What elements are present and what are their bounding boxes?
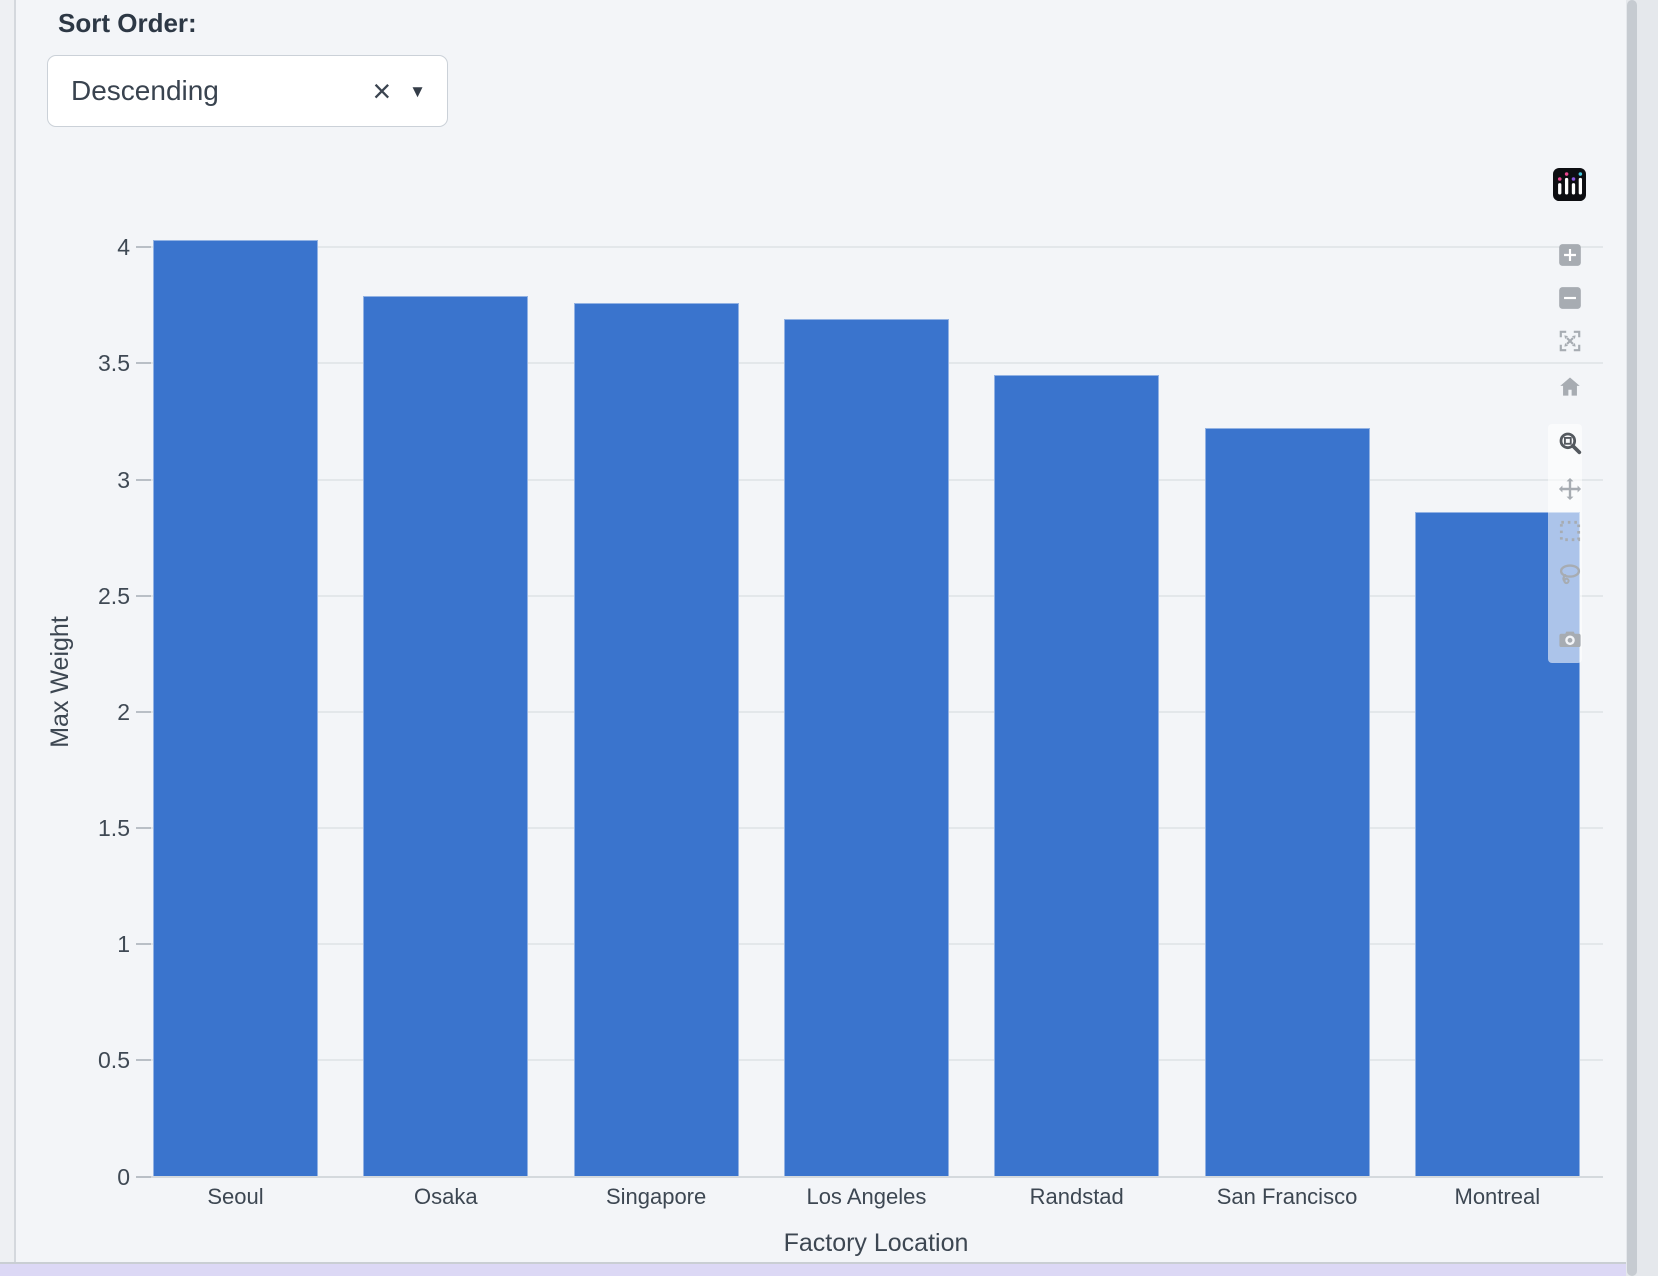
y-tick-mark <box>136 827 151 830</box>
bottom-accent-strip <box>0 1264 1658 1276</box>
modebar-zoom-button[interactable] <box>1555 428 1585 458</box>
vertical-scrollbar[interactable] <box>1626 0 1658 1276</box>
y-tick-label: 2.5 <box>98 582 130 609</box>
reset-axes-home-icon <box>1557 374 1583 400</box>
x-tick-label: Randstad <box>1029 1184 1124 1209</box>
x-tick-label: Montreal <box>1454 1184 1541 1209</box>
modebar-pan-button[interactable] <box>1555 474 1585 504</box>
x-axis-zeroline <box>151 1175 1603 1178</box>
y-tick-label: 3.5 <box>98 350 130 377</box>
y-tick-mark <box>136 943 151 946</box>
y-tick-label: 0.5 <box>98 1047 130 1074</box>
bar-seoul[interactable] <box>153 240 318 1177</box>
bar-los-angeles[interactable] <box>783 319 949 1177</box>
modebar-box-select-button[interactable] <box>1555 516 1585 546</box>
y-tick-label: 1 <box>117 931 130 958</box>
plotly-logo-icon[interactable] <box>1553 168 1586 201</box>
x-tick-label: Singapore <box>605 1184 707 1209</box>
y-tick-label: 4 <box>117 234 130 261</box>
x-tick-label: San Francisco <box>1216 1184 1358 1209</box>
gridline <box>151 246 1603 249</box>
y-tick-mark <box>136 1059 151 1062</box>
x-axis-title: Factory Location <box>783 1229 969 1257</box>
y-tick-mark <box>136 362 151 365</box>
bar-san-francisco[interactable] <box>1204 428 1370 1177</box>
y-axis-title: Max Weight <box>46 616 74 748</box>
x-tick-label: Osaka <box>414 1184 478 1209</box>
download-camera-icon <box>1557 626 1583 652</box>
y-tick-mark <box>136 710 151 713</box>
sort-order-selected-value: Descending <box>71 75 219 106</box>
autoscale-icon <box>1557 328 1583 354</box>
modebar-autoscale-button[interactable] <box>1555 326 1585 356</box>
zoom-in-icon <box>1557 242 1583 268</box>
modebar-download-camera-button[interactable] <box>1555 624 1585 654</box>
y-tick-mark <box>136 246 151 249</box>
left-gutter <box>0 0 16 1276</box>
zoom-icon <box>1557 430 1583 456</box>
zoom-out-icon <box>1557 285 1583 311</box>
bottom-divider <box>0 1262 1658 1264</box>
y-tick-mark <box>136 1175 151 1178</box>
chevron-down-icon[interactable]: ▼ <box>409 82 426 101</box>
y-tick-mark <box>136 478 151 481</box>
lasso-select-icon <box>1557 561 1583 587</box>
bar-osaka[interactable] <box>363 296 529 1177</box>
y-tick-label: 3 <box>117 466 130 493</box>
y-tick-label: 2 <box>117 698 130 725</box>
modebar-lasso-select-button[interactable] <box>1555 559 1585 589</box>
y-tick-label: 1.5 <box>98 815 130 842</box>
x-tick-label: Los Angeles <box>806 1184 927 1209</box>
pan-icon <box>1557 476 1583 502</box>
bar-randstad[interactable] <box>994 375 1160 1177</box>
x-tick-label: Seoul <box>207 1184 264 1209</box>
modebar-zoom-out-button[interactable] <box>1555 283 1585 313</box>
scrollbar-thumb[interactable] <box>1627 0 1637 1276</box>
modebar-zoom-in-button[interactable] <box>1555 240 1585 270</box>
sort-order-label: Sort Order: <box>58 8 197 38</box>
y-tick-mark <box>136 594 151 597</box>
clear-selection-icon[interactable]: × <box>372 73 392 109</box>
modebar-backdrop <box>1548 424 1582 663</box>
box-select-icon <box>1557 518 1583 544</box>
sort-order-dropdown[interactable]: Descending × ▼ <box>47 55 448 127</box>
y-tick-label: 0 <box>117 1163 130 1190</box>
bar-singapore[interactable] <box>573 303 739 1177</box>
modebar-reset-axes-home-button[interactable] <box>1555 372 1585 402</box>
